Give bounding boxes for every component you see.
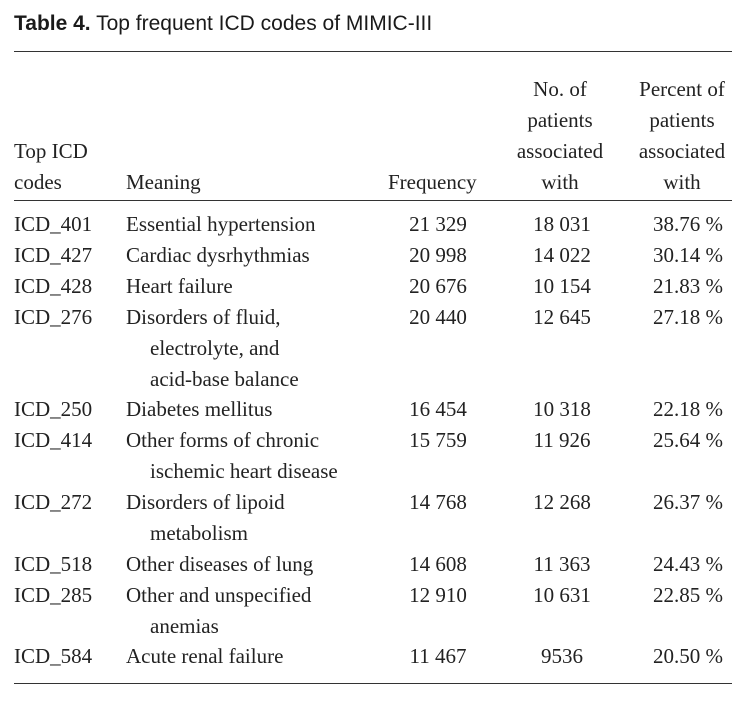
- cell-percent: 25.64 %: [653, 428, 723, 452]
- icd-table: Top ICD codes Meaning Frequency No. of p…: [14, 0, 732, 714]
- cell-code: ICD_276: [14, 305, 93, 329]
- cell-patients: 10 154: [533, 274, 591, 298]
- meaning-line: Cardiac dysrhythmias: [126, 243, 310, 267]
- cell-code: ICD_584: [14, 644, 93, 668]
- cell-percent: 21.83 %: [653, 274, 723, 298]
- table-caption-label: Table 4.: [14, 12, 91, 35]
- cell-percent: 26.37 %: [653, 490, 723, 514]
- header-code-line: Top ICD: [14, 139, 88, 163]
- meaning-line: Disorders of lipoid: [126, 490, 285, 514]
- cell-frequency: 20 998: [409, 243, 467, 267]
- cell-meaning: Diabetes mellitus: [126, 394, 272, 425]
- cell-meaning: Essential hypertension: [126, 209, 316, 240]
- cell-code: ICD_272: [14, 490, 93, 514]
- cell-frequency: 20 676: [409, 274, 467, 298]
- cell-meaning: Other diseases of lung: [126, 549, 313, 580]
- meaning-line: Other diseases of lung: [126, 552, 314, 576]
- meaning-line: Diabetes mellitus: [126, 397, 273, 421]
- meaning-line: electrolyte, and: [150, 336, 280, 360]
- cell-percent: 20.50 %: [653, 644, 723, 668]
- header-percent-line: Percent of: [639, 77, 725, 101]
- header-percent-line: with: [663, 170, 701, 194]
- table-caption: Table 4. Top frequent ICD codes of MIMIC…: [14, 12, 432, 36]
- cell-meaning: Disorders of lipoid metabolism: [126, 487, 285, 549]
- cell-code: ICD_414: [14, 428, 93, 452]
- cell-meaning: Other and unspecified anemias: [126, 580, 311, 642]
- meaning-line: Heart failure: [126, 274, 233, 298]
- meaning-line: Acute renal failure: [126, 644, 284, 668]
- cell-frequency: 16 454: [409, 397, 467, 421]
- meaning-line: ischemic heart disease: [150, 459, 338, 483]
- cell-meaning: Other forms of chronic ischemic heart di…: [126, 425, 338, 487]
- cell-code: ICD_401: [14, 212, 93, 236]
- header-meaning: Meaning: [126, 170, 201, 194]
- header-percent-line: patients: [649, 108, 715, 132]
- cell-percent: 30.14 %: [653, 243, 723, 267]
- cell-patients: 11 363: [533, 552, 591, 576]
- cell-percent: 24.43 %: [653, 552, 723, 576]
- cell-frequency: 14 768: [409, 490, 467, 514]
- meaning-line: acid-base balance: [150, 367, 299, 391]
- cell-frequency: 20 440: [409, 305, 467, 329]
- cell-percent: 22.18 %: [653, 397, 723, 421]
- cell-frequency: 21 329: [409, 212, 467, 236]
- header-patients-line: associated: [516, 139, 604, 163]
- meaning-line: Essential hypertension: [126, 212, 316, 236]
- table-caption-text: Top frequent ICD codes of MIMIC-III: [90, 12, 433, 35]
- cell-patients: 12 645: [533, 305, 591, 329]
- cell-patients: 14 022: [533, 243, 591, 267]
- cell-code: ICD_428: [14, 274, 93, 298]
- cell-frequency: 14 608: [409, 552, 467, 576]
- meaning-line: metabolism: [150, 521, 248, 545]
- cell-patients: 12 268: [533, 490, 591, 514]
- meaning-line: Other forms of chronic: [126, 428, 320, 452]
- header-percent-of-patients: Percent of patients associated with: [626, 74, 738, 198]
- table-bottom-rule: [14, 683, 732, 684]
- cell-code: ICD_518: [14, 552, 93, 576]
- header-frequency: Frequency: [388, 170, 477, 194]
- cell-patients: 9536: [541, 644, 583, 668]
- header-patients-line: No. of: [533, 77, 587, 101]
- header-code-line: codes: [14, 170, 62, 194]
- cell-code: ICD_285: [14, 583, 93, 607]
- cell-meaning: Heart failure: [126, 271, 233, 302]
- cell-patients: 11 926: [533, 428, 591, 452]
- table-header-rule: [14, 200, 732, 201]
- cell-frequency: 11 467: [409, 644, 467, 668]
- header-top-icd-codes: Top ICD codes: [14, 136, 88, 198]
- header-patients-line: with: [541, 170, 579, 194]
- cell-frequency: 12 910: [409, 583, 467, 607]
- header-no-of-patients: No. of patients associated with: [504, 74, 616, 198]
- header-percent-line: associated: [638, 139, 726, 163]
- cell-percent: 27.18 %: [653, 305, 723, 329]
- cell-code: ICD_427: [14, 243, 93, 267]
- cell-meaning: Cardiac dysrhythmias: [126, 240, 310, 271]
- meaning-line: Disorders of fluid,: [126, 305, 281, 329]
- cell-code: ICD_250: [14, 397, 93, 421]
- meaning-line: Other and unspecified: [126, 583, 312, 607]
- cell-patients: 18 031: [533, 212, 591, 236]
- cell-frequency: 15 759: [409, 428, 467, 452]
- cell-percent: 22.85 %: [653, 583, 723, 607]
- cell-percent: 38.76 %: [653, 212, 723, 236]
- cell-meaning: Acute renal failure: [126, 641, 283, 672]
- header-patients-line: patients: [527, 108, 593, 132]
- cell-patients: 10 318: [533, 397, 591, 421]
- table-top-rule: [14, 51, 732, 52]
- cell-meaning: Disorders of fluid, electrolyte, and aci…: [126, 302, 299, 395]
- cell-patients: 10 631: [533, 583, 591, 607]
- meaning-line: anemias: [150, 614, 219, 638]
